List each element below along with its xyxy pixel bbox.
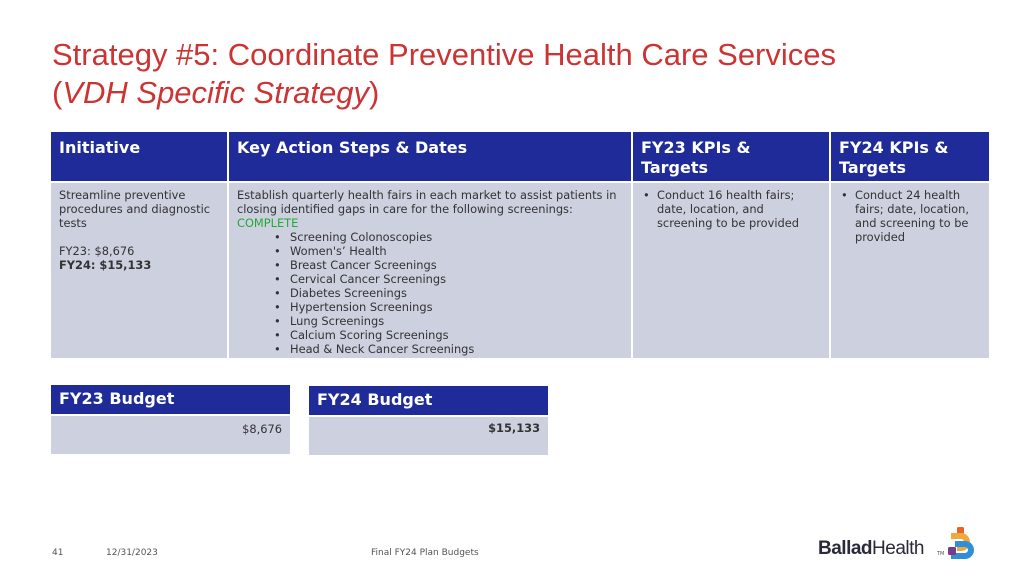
- fy23-kpi-item: Conduct 16 health fairs; date, location,…: [641, 188, 821, 230]
- fy24-kpi-list: Conduct 24 health fairs; date, location,…: [839, 188, 981, 244]
- title-paren-open: (: [52, 75, 63, 110]
- page-number: 41: [52, 548, 64, 558]
- fy23-budget-table: FY23 Budget $8,676: [51, 385, 290, 454]
- list-item: Calcium Scoring Screenings: [274, 328, 623, 342]
- header-fy24-kpis: FY24 KPIs & Targets: [831, 132, 989, 181]
- initiative-fy24-amount: FY24: $15,133: [59, 258, 152, 272]
- fy24-budget-header: FY24 Budget: [309, 386, 548, 415]
- list-item: Hypertension Screenings: [274, 300, 623, 314]
- logo-text-ballad: Ballad: [818, 538, 873, 559]
- list-item: Screening Colonoscopies: [274, 230, 623, 244]
- strategy-table: Initiative Key Action Steps & Dates FY23…: [51, 132, 989, 358]
- logo-trademark: TM: [937, 551, 945, 557]
- footer-date: 12/31/2023: [106, 548, 158, 558]
- title-paren-close: ): [369, 75, 380, 110]
- cell-fy23-kpi: Conduct 16 health fairs; date, location,…: [633, 183, 829, 358]
- logo-mark-icon: [948, 527, 974, 559]
- footer-doc-title: Final FY24 Plan Budgets: [371, 548, 479, 558]
- ballad-health-logo: BalladHealth TM: [818, 527, 978, 561]
- logo-text-health: Health: [872, 538, 924, 559]
- page-title: Strategy #5: Coordinate Preventive Healt…: [52, 36, 992, 112]
- fy24-budget-table: FY24 Budget $15,133: [309, 386, 548, 455]
- action-description: Establish quarterly health fairs in each…: [237, 188, 617, 216]
- header-action-steps: Key Action Steps & Dates: [229, 132, 631, 181]
- title-subtitle: VDH Specific Strategy: [62, 75, 369, 110]
- cell-fy24-kpi: Conduct 24 health fairs; date, location,…: [831, 183, 989, 358]
- list-item: Women's’ Health: [274, 244, 623, 258]
- initiative-name: Streamline preventive procedures and dia…: [59, 188, 211, 230]
- fy24-kpi-item: Conduct 24 health fairs; date, location,…: [839, 188, 981, 244]
- list-item: Lung Screenings: [274, 314, 623, 328]
- header-initiative: Initiative: [51, 132, 227, 181]
- initiative-fy23-amount: FY23: $8,676: [59, 244, 135, 258]
- status-complete: COMPLETE: [237, 216, 299, 230]
- list-item: Diabetes Screenings: [274, 286, 623, 300]
- fy23-budget-value: $8,676: [51, 416, 290, 454]
- header-fy23-kpis: FY23 KPIs & Targets: [633, 132, 829, 181]
- fy23-kpi-list: Conduct 16 health fairs; date, location,…: [641, 188, 821, 230]
- cell-initiative: Streamline preventive procedures and dia…: [51, 183, 227, 358]
- list-item: Cervical Cancer Screenings: [274, 272, 623, 286]
- title-line-1: Strategy #5: Coordinate Preventive Healt…: [52, 37, 837, 72]
- logo-wordmark: BalladHealth: [818, 538, 924, 560]
- list-item: Breast Cancer Screenings: [274, 258, 623, 272]
- cell-action-steps: Establish quarterly health fairs in each…: [229, 183, 631, 358]
- title-line-2: (VDH Specific Strategy): [52, 74, 992, 112]
- screenings-list: Screening Colonoscopies Women's’ Health …: [274, 230, 623, 356]
- list-item: Head & Neck Cancer Screenings: [274, 342, 623, 356]
- fy23-budget-header: FY23 Budget: [51, 385, 290, 414]
- fy24-budget-value: $15,133: [309, 417, 548, 455]
